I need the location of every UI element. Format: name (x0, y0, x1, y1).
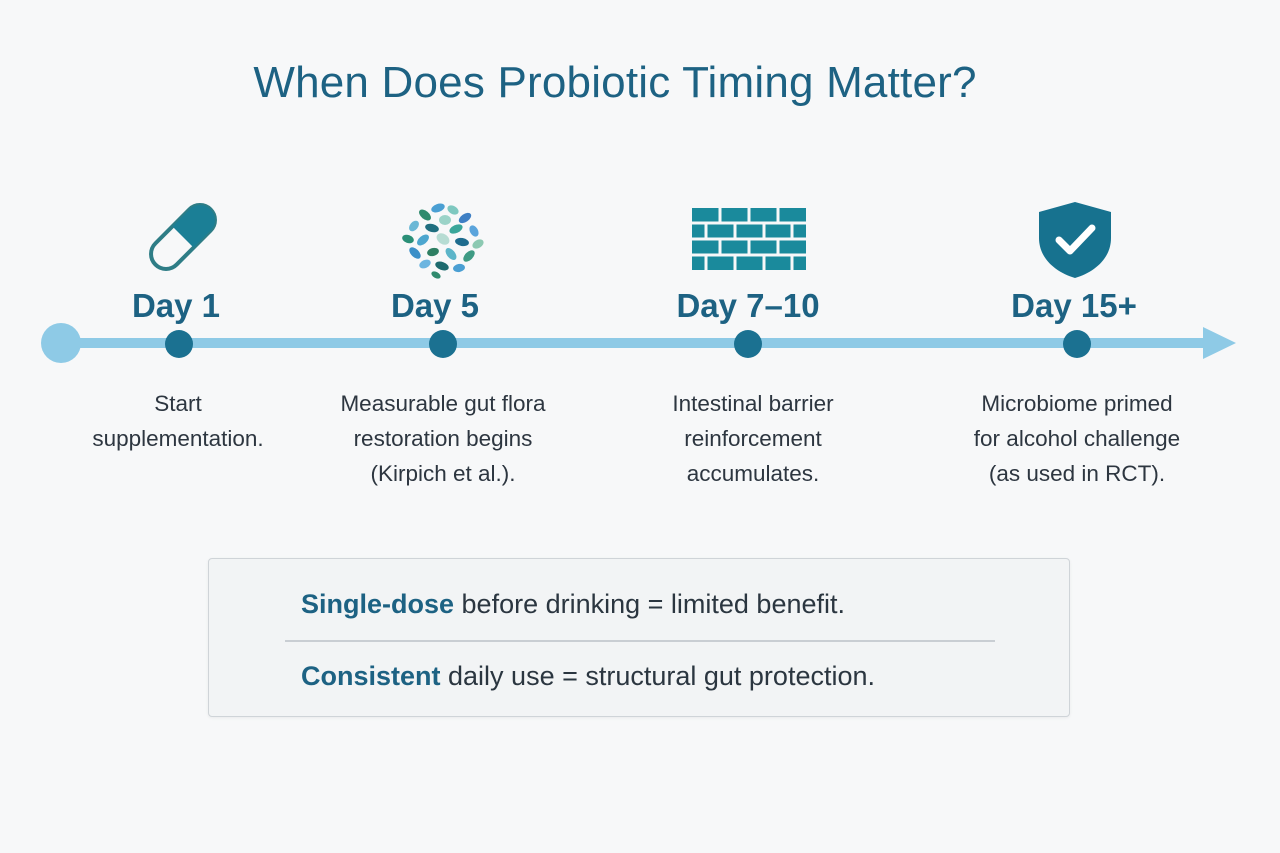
timeline-bar (56, 338, 1212, 348)
bacteria-cluster-icon (402, 203, 484, 279)
description-line: Start (154, 391, 202, 416)
capsule-icon (149, 203, 217, 271)
day-label-15: Day 15+ (1011, 287, 1137, 324)
day-label-7-10: Day 7–10 (676, 287, 820, 324)
note-emphasis-single-dose: Single-dose (301, 589, 455, 619)
summary-note-box: Single-dose before drinking = limited be… (208, 558, 1070, 717)
description-line: Measurable gut flora (340, 391, 546, 416)
description-line: Intestinal barrier (672, 391, 834, 416)
description-line: supplementation. (92, 426, 264, 451)
note-line-single-dose: Single-dose before drinking = limited be… (301, 589, 845, 620)
note-text-consistent: daily use = structural gut protection. (440, 661, 875, 691)
description-line: reinforcement (684, 426, 822, 451)
milestone-description-day-1: Start supplementation. (33, 386, 323, 456)
description-line: accumulates. (686, 461, 820, 486)
milestone-description-day-5: Measurable gut flora restoration begins … (298, 386, 588, 491)
description-line: (as used in RCT). (988, 461, 1166, 486)
timeline-node-day-1 (165, 330, 193, 358)
note-text-single-dose: before drinking = limited benefit. (454, 589, 846, 619)
note-divider (285, 640, 995, 642)
timeline-start-circle (41, 323, 81, 363)
note-emphasis-consistent: Consistent (301, 661, 441, 691)
shield-check-icon (1039, 202, 1111, 278)
timeline-node-day-15 (1063, 330, 1091, 358)
note-line-consistent: Consistent daily use = structural gut pr… (301, 661, 875, 692)
day-label-5: Day 5 (390, 287, 480, 324)
description-line: restoration begins (353, 426, 533, 451)
description-line: (Kirpich et al.). (370, 461, 516, 486)
timeline-node-day-5 (429, 330, 457, 358)
timeline-arrowhead (1203, 327, 1236, 359)
milestone-description-day-7-10: Intestinal barrier reinforcement accumul… (608, 386, 898, 491)
description-line: for alcohol challenge (973, 426, 1181, 451)
timeline-node-day-7-10 (734, 330, 762, 358)
page-title: When Does Probiotic Timing Matter? (253, 58, 977, 107)
description-line: Microbiome primed (981, 391, 1173, 416)
milestone-description-day-15: Microbiome primed for alcohol challenge … (932, 386, 1222, 491)
day-label-1: Day 1 (131, 287, 221, 324)
brick-wall-icon (692, 208, 806, 270)
